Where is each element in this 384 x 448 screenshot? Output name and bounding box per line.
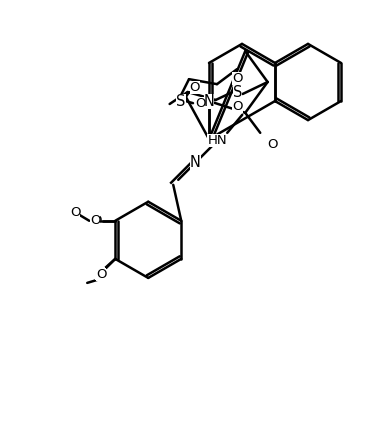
- Text: O: O: [232, 72, 243, 85]
- Text: O: O: [95, 267, 106, 280]
- Text: HN: HN: [207, 134, 227, 147]
- Text: O: O: [96, 268, 106, 281]
- Text: S: S: [176, 94, 186, 109]
- Text: O: O: [195, 97, 205, 110]
- Text: O: O: [190, 81, 200, 94]
- Text: N: N: [190, 155, 201, 170]
- Text: O: O: [91, 214, 101, 227]
- Text: O: O: [90, 214, 101, 227]
- Text: O: O: [70, 206, 81, 219]
- Text: O: O: [267, 138, 278, 151]
- Text: O: O: [232, 99, 243, 112]
- Text: S: S: [233, 85, 242, 99]
- Text: N: N: [204, 94, 214, 108]
